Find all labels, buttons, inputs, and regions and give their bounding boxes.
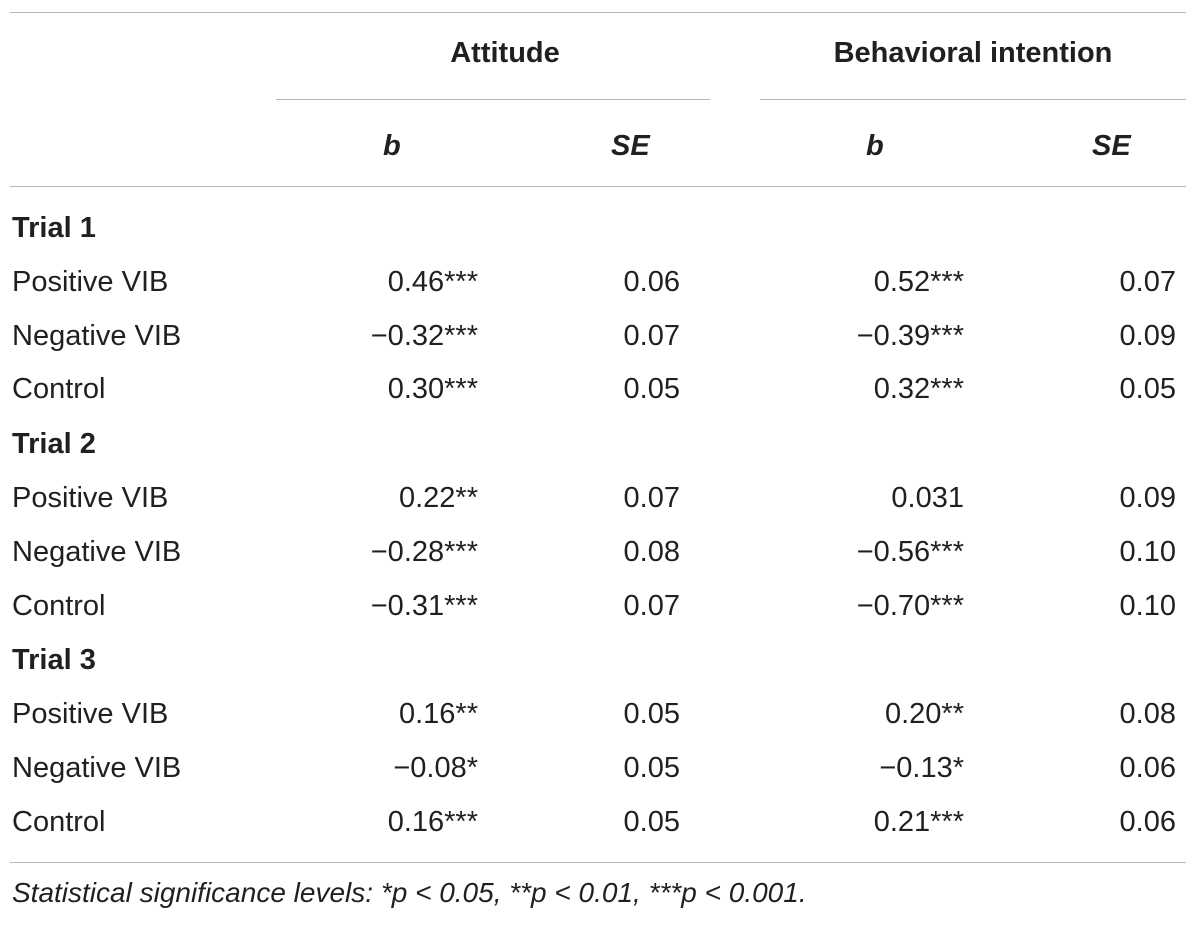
attitude-se-cell: 0.05 bbox=[623, 752, 680, 784]
attitude-b-cell: 0.16*** bbox=[387, 806, 478, 838]
attitude-b-cell: −0.31*** bbox=[370, 590, 478, 622]
section-row: Trial 2 bbox=[0, 424, 1200, 464]
header-bottom-rule bbox=[10, 186, 1186, 187]
table-row: Negative VIB −0.08* 0.05 −0.13* 0.06 bbox=[0, 748, 1200, 788]
subheader-attitude-b: b bbox=[383, 130, 401, 162]
row-label: Positive VIB bbox=[12, 482, 169, 514]
row-label: Positive VIB bbox=[12, 266, 169, 298]
section-title: Trial 2 bbox=[12, 428, 96, 460]
behavioral-se-cell: 0.10 bbox=[1119, 536, 1176, 568]
group-header-behavioral-intention: Behavioral intention bbox=[833, 37, 1113, 69]
attitude-b-cell: 0.16** bbox=[398, 698, 478, 730]
attitude-b-cell: −0.08* bbox=[393, 752, 478, 784]
subheader-attitude-se: SE bbox=[611, 130, 650, 162]
attitude-b-cell: −0.32*** bbox=[370, 320, 478, 352]
table-footnote: Statistical significance levels: *p < 0.… bbox=[12, 877, 807, 908]
behavioral-b-cell: 0.52*** bbox=[873, 266, 964, 298]
row-label: Control bbox=[12, 373, 106, 405]
section-title: Trial 1 bbox=[12, 212, 96, 244]
table-row: Positive VIB 0.22** 0.07 0.031 0.09 bbox=[0, 478, 1200, 518]
behavioral-b-cell: −0.70*** bbox=[856, 590, 964, 622]
behavioral-se-cell: 0.08 bbox=[1119, 698, 1176, 730]
section-title: Trial 3 bbox=[12, 644, 96, 676]
behavioral-se-cell: 0.06 bbox=[1119, 752, 1176, 784]
behavioral-group-rule bbox=[760, 99, 1186, 100]
table-row: Control 0.16*** 0.05 0.21*** 0.06 bbox=[0, 802, 1200, 842]
table-row: Negative VIB −0.32*** 0.07 −0.39*** 0.09 bbox=[0, 316, 1200, 356]
behavioral-se-cell: 0.06 bbox=[1119, 806, 1176, 838]
behavioral-b-cell: −0.39*** bbox=[856, 320, 964, 352]
subheader-behavioral-b: b bbox=[866, 130, 884, 162]
behavioral-b-cell: 0.21*** bbox=[873, 806, 964, 838]
attitude-se-cell: 0.05 bbox=[623, 806, 680, 838]
attitude-se-cell: 0.07 bbox=[623, 482, 680, 514]
behavioral-se-cell: 0.09 bbox=[1119, 320, 1176, 352]
row-label: Control bbox=[12, 590, 106, 622]
table-row: Control 0.30*** 0.05 0.32*** 0.05 bbox=[0, 369, 1200, 409]
row-label: Positive VIB bbox=[12, 698, 169, 730]
behavioral-se-cell: 0.09 bbox=[1119, 482, 1176, 514]
row-label: Negative VIB bbox=[12, 320, 182, 352]
behavioral-b-cell: −0.56*** bbox=[856, 536, 964, 568]
table-top-rule bbox=[10, 12, 1186, 13]
attitude-se-cell: 0.06 bbox=[623, 266, 680, 298]
behavioral-se-cell: 0.05 bbox=[1119, 373, 1176, 405]
attitude-se-cell: 0.05 bbox=[623, 373, 680, 405]
row-label: Negative VIB bbox=[12, 536, 182, 568]
group-header-attitude: Attitude bbox=[450, 37, 560, 69]
attitude-b-cell: 0.22** bbox=[398, 482, 478, 514]
behavioral-b-cell: 0.32*** bbox=[873, 373, 964, 405]
attitude-group-rule bbox=[276, 99, 710, 100]
behavioral-b-cell: 0.031 bbox=[891, 482, 964, 514]
attitude-se-cell: 0.07 bbox=[623, 320, 680, 352]
behavioral-se-cell: 0.10 bbox=[1119, 590, 1176, 622]
table-row: Positive VIB 0.46*** 0.06 0.52*** 0.07 bbox=[0, 262, 1200, 302]
table-row: Positive VIB 0.16** 0.05 0.20** 0.08 bbox=[0, 694, 1200, 734]
table-bottom-rule bbox=[10, 862, 1186, 863]
attitude-se-cell: 0.08 bbox=[623, 536, 680, 568]
attitude-b-cell: 0.30*** bbox=[387, 373, 478, 405]
subheader-behavioral-se: SE bbox=[1092, 130, 1131, 162]
row-label: Control bbox=[12, 806, 106, 838]
behavioral-se-cell: 0.07 bbox=[1119, 266, 1176, 298]
attitude-b-cell: −0.28*** bbox=[370, 536, 478, 568]
behavioral-b-cell: −0.13* bbox=[879, 752, 964, 784]
table-row: Control −0.31*** 0.07 −0.70*** 0.10 bbox=[0, 586, 1200, 626]
section-row: Trial 3 bbox=[0, 640, 1200, 680]
section-row: Trial 1 bbox=[0, 208, 1200, 248]
attitude-se-cell: 0.07 bbox=[623, 590, 680, 622]
row-label: Negative VIB bbox=[12, 752, 182, 784]
attitude-se-cell: 0.05 bbox=[623, 698, 680, 730]
behavioral-b-cell: 0.20** bbox=[884, 698, 964, 730]
table-row: Negative VIB −0.28*** 0.08 −0.56*** 0.10 bbox=[0, 532, 1200, 572]
attitude-b-cell: 0.46*** bbox=[387, 266, 478, 298]
